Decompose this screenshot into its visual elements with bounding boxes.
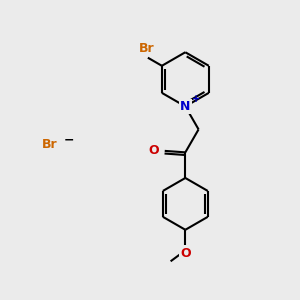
Text: −: − xyxy=(64,133,74,146)
Text: Br: Br xyxy=(139,42,154,55)
Text: O: O xyxy=(149,144,159,158)
Text: +: + xyxy=(193,94,201,104)
Text: O: O xyxy=(180,247,190,260)
Text: Br: Br xyxy=(42,138,58,151)
Text: N: N xyxy=(180,100,190,113)
